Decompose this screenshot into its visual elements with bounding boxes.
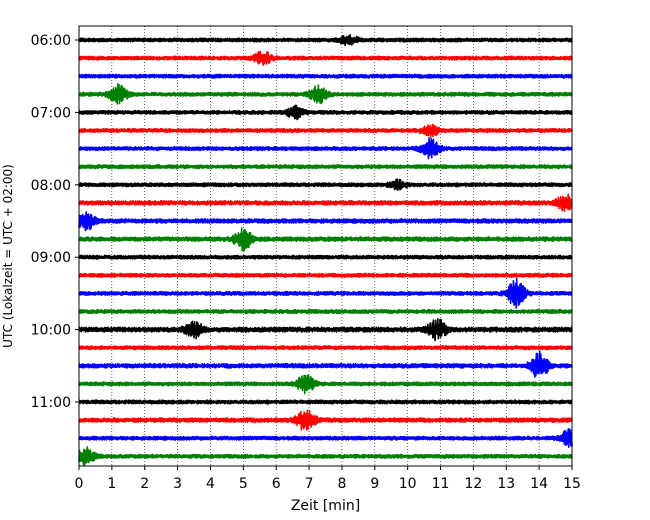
trace-1015: [78, 345, 573, 351]
trace-0915: [78, 272, 573, 278]
x-tick-label-13: 13: [497, 476, 515, 492]
trace-0900: [78, 254, 573, 260]
x-tick-label-6: 6: [272, 476, 281, 492]
x-tick-label-11: 11: [432, 476, 450, 492]
x-tick-label-15: 15: [563, 476, 581, 492]
axes-frame: [78, 25, 573, 467]
y-tick-label-08:00: 08:00: [31, 178, 71, 194]
y-tick-label-09:00: 09:00: [31, 250, 71, 266]
trace-0815: [78, 193, 573, 212]
trace-0830: [78, 211, 573, 232]
x-tick-label-1: 1: [107, 476, 116, 492]
x-tick-label-14: 14: [530, 476, 548, 492]
trace-0645: [78, 82, 573, 105]
x-tick-label-7: 7: [305, 476, 314, 492]
trace-1100: [78, 399, 573, 405]
x-tick-label-5: 5: [239, 476, 248, 492]
trace-0715: [78, 123, 573, 138]
trace-1000: [78, 318, 573, 342]
trace-0730: [78, 137, 573, 160]
trace-1130: [78, 428, 573, 448]
y-tick-label-07:00: 07:00: [31, 105, 71, 121]
trace-1145: [78, 446, 573, 466]
x-ticks: 0 1 2 3 4 5 6 7 8 9 10 11 12 13 14 15: [75, 466, 581, 492]
x-tick-label-8: 8: [337, 476, 346, 492]
y-ticks: 06:00 07:00 08:00 09:00 10:00 11:00: [31, 33, 79, 411]
x-tick-label-12: 12: [464, 476, 482, 492]
x-tick-label-2: 2: [140, 476, 149, 492]
x-tick-label-4: 4: [206, 476, 215, 492]
x-tick-label-9: 9: [370, 476, 379, 492]
trace-0945: [78, 308, 573, 315]
trace-0930: [78, 277, 573, 309]
trace-1115: [78, 409, 573, 431]
grid-lines: [111, 26, 540, 466]
y-tick-label-10:00: 10:00: [31, 323, 71, 339]
x-tick-label-3: 3: [173, 476, 182, 492]
x-axis-label: Zeit [min]: [291, 498, 360, 514]
trace-0700: [78, 104, 573, 121]
trace-0800: [78, 178, 573, 192]
trace-0845: [78, 227, 573, 252]
trace-0745: [78, 164, 573, 170]
y-tick-label-11:00: 11:00: [31, 395, 71, 411]
x-tick-label-0: 0: [75, 476, 84, 492]
trace-0630: [78, 73, 573, 79]
y-axis-label: UTC (Lokalzeit = UTC + 02:00): [1, 164, 15, 348]
traces: [78, 33, 573, 466]
x-tick-label-10: 10: [399, 476, 417, 492]
trace-0600: [78, 33, 573, 47]
trace-1030: [78, 350, 573, 378]
trace-1045: [78, 374, 573, 395]
trace-0615: [78, 50, 573, 66]
y-tick-label-06:00: 06:00: [31, 33, 71, 49]
